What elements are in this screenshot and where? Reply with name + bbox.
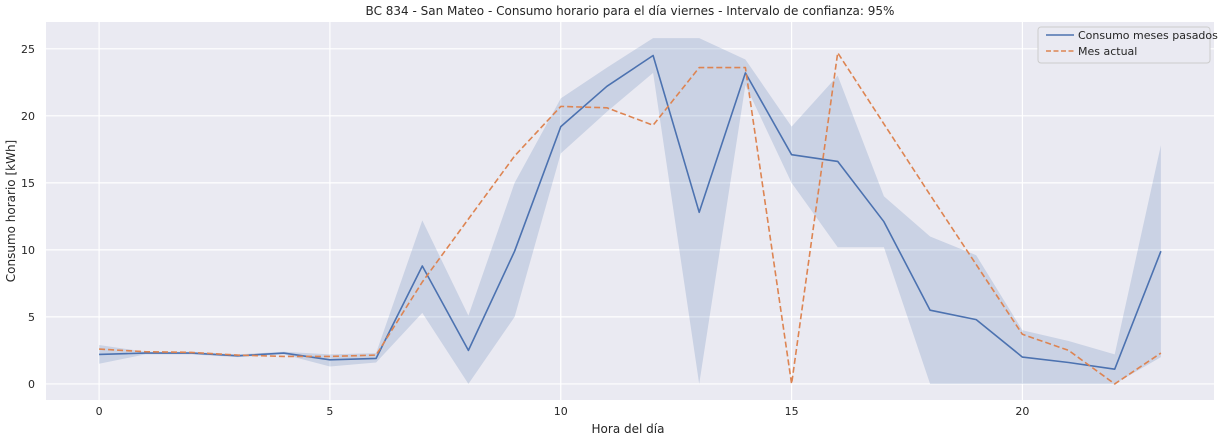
y-tick-label: 20 <box>21 110 35 123</box>
y-tick-labels: 0 5 10 15 20 25 <box>21 43 35 391</box>
plot-background <box>46 22 1214 400</box>
y-tick-label: 10 <box>21 244 35 257</box>
series-line-consumo <box>99 54 1162 371</box>
x-tick-label: 15 <box>785 405 799 418</box>
x-tick-label: 10 <box>554 405 568 418</box>
y-tick-label: 15 <box>21 177 35 190</box>
legend-box <box>1037 26 1211 64</box>
chart-title: BC 834 - San Mateo - Consumo horario par… <box>366 4 895 18</box>
legend-label-mes-actual: Mes actual <box>1078 45 1137 58</box>
x-tick-labels: 0 5 10 15 20 <box>96 405 1030 418</box>
legend: Consumo meses pasados Mes actual <box>1037 26 1218 64</box>
series-line-mes-actual <box>99 51 1162 385</box>
confidence-bands <box>99 38 1161 384</box>
confidence-band <box>99 38 1161 384</box>
x-tick-label: 5 <box>326 405 333 418</box>
y-tick-label: 5 <box>28 311 35 324</box>
x-tick-label: 20 <box>1015 405 1029 418</box>
x-tick-label: 0 <box>96 405 103 418</box>
y-tick-label: 25 <box>21 43 35 56</box>
y-axis-label: Consumo horario [kWh] <box>4 140 18 282</box>
x-axis-label: Hora del día <box>592 422 665 436</box>
series-lines <box>99 51 1162 385</box>
legend-label-consumo: Consumo meses pasados <box>1078 29 1218 42</box>
y-tick-label: 0 <box>28 378 35 391</box>
